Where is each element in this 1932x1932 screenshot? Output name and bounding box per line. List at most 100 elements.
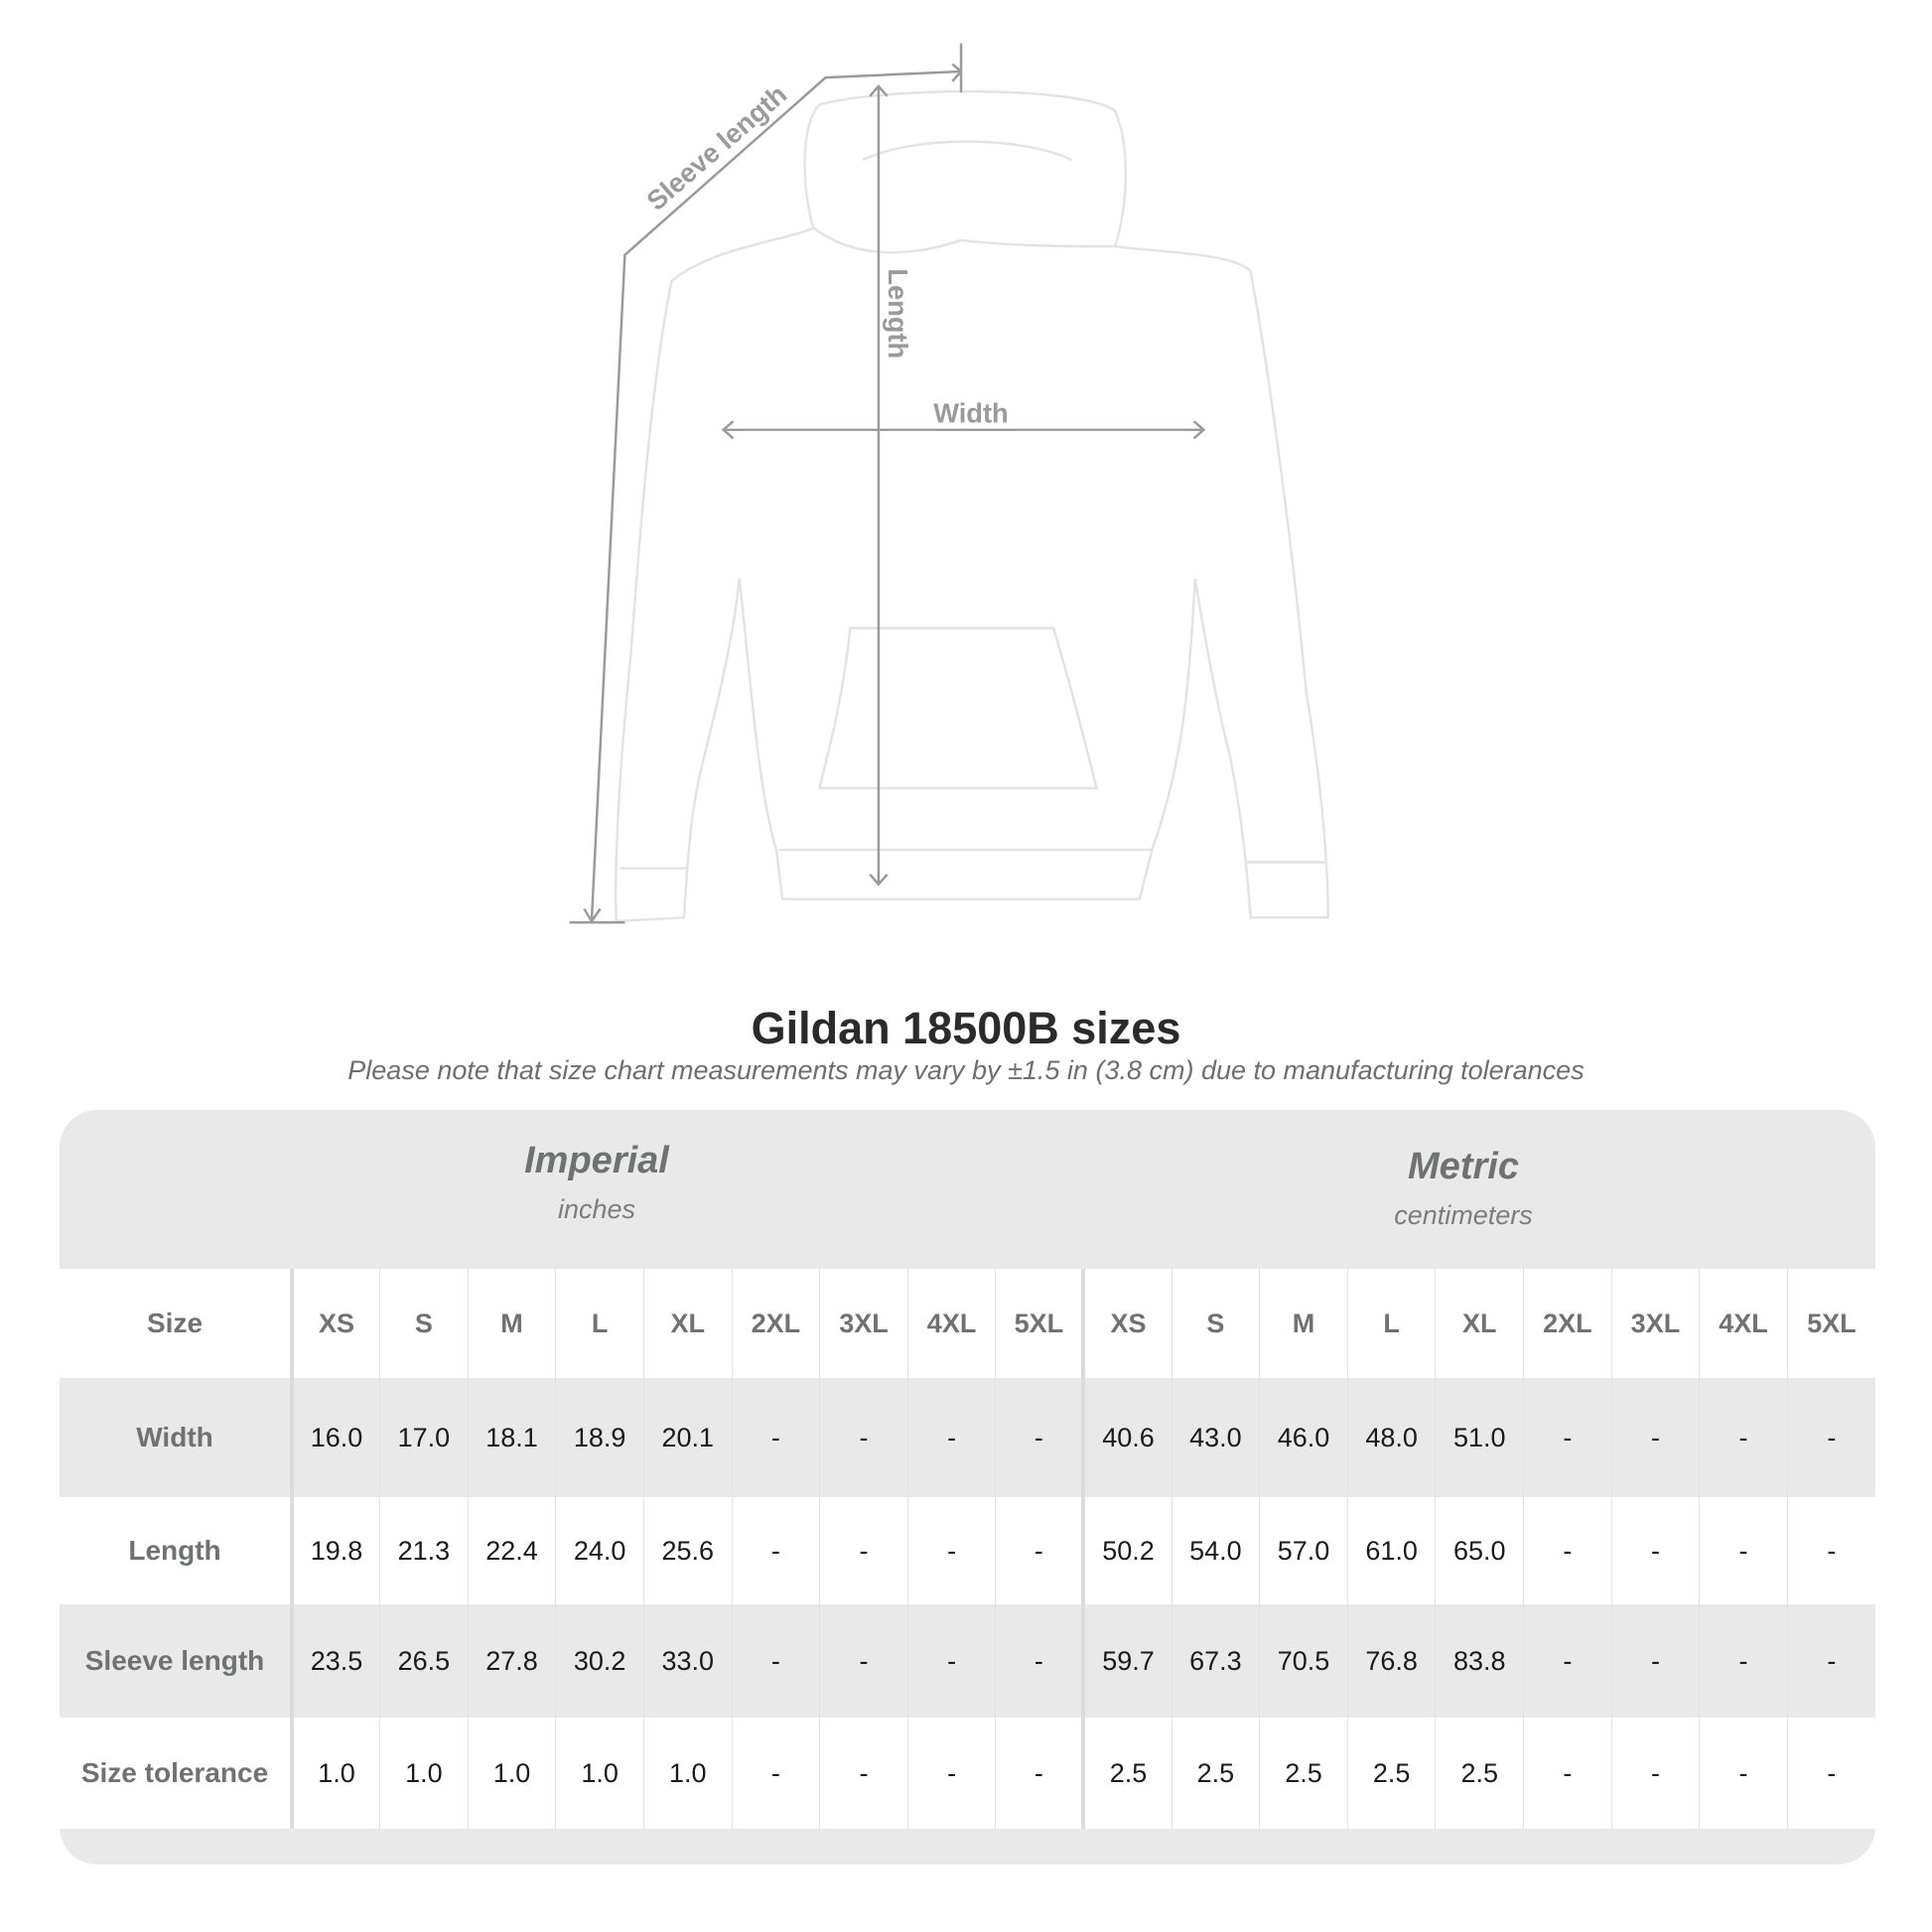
row-label: Width	[60, 1378, 294, 1497]
size-table: Size XS S M L XL 2XL 3XL 4XL 5XL XS S M L XL 2XL 3XL 4XL 5…	[60, 1269, 1875, 1829]
metric-value-cell: 2.5	[1346, 1718, 1436, 1829]
imperial-value-cell: 1.0	[642, 1718, 733, 1829]
imperial-value-cell: 17.0	[379, 1378, 469, 1497]
imperial-value-cell: 1.0	[379, 1718, 469, 1829]
imperial-title: Imperial	[524, 1140, 669, 1181]
imperial-value-cell: 16.0	[291, 1378, 380, 1497]
imperial-size-header: XL	[642, 1269, 733, 1378]
imperial-size-header: M	[467, 1269, 556, 1378]
imperial-value-cell: -	[906, 1718, 996, 1829]
size-table-card: Imperial inches Metric centimeters Size X…	[60, 1110, 1875, 1864]
width-measure: Width	[721, 397, 1206, 440]
metric-size-header: L	[1346, 1269, 1436, 1378]
metric-value-cell: -	[1699, 1378, 1788, 1497]
metric-value-cell: 59.7	[1081, 1604, 1173, 1718]
metric-value-cell: -	[1699, 1604, 1788, 1718]
metric-value-cell: -	[1786, 1378, 1875, 1497]
imperial-value-cell: -	[731, 1497, 820, 1604]
imperial-header: Imperial inches	[299, 1140, 895, 1225]
metric-size-header: XL	[1435, 1269, 1524, 1378]
metric-title: Metric	[1408, 1146, 1519, 1187]
imperial-value-cell: 27.8	[467, 1604, 556, 1718]
tolerance-note: Please note that size chart measurements…	[347, 1055, 1585, 1085]
imperial-value-cell: -	[731, 1604, 820, 1718]
metric-value-cell: 2.5	[1081, 1718, 1173, 1829]
metric-value-cell: 2.5	[1435, 1718, 1524, 1829]
imperial-value-cell: -	[819, 1497, 908, 1604]
metric-value-cell: -	[1610, 1378, 1700, 1497]
size-column-header: Size	[60, 1269, 294, 1378]
imperial-value-cell: 22.4	[467, 1497, 556, 1604]
page-title: Gildan 18500B sizes	[751, 1003, 1181, 1053]
imperial-value-cell: 20.1	[642, 1378, 733, 1497]
row-label: Sleeve length	[60, 1604, 294, 1718]
metric-value-cell: 83.8	[1435, 1604, 1524, 1718]
imperial-value-cell: 30.2	[555, 1604, 644, 1718]
imperial-value-cell: -	[906, 1378, 996, 1497]
imperial-size-header: 4XL	[906, 1269, 996, 1378]
imperial-value-cell: -	[819, 1718, 908, 1829]
metric-size-header: 5XL	[1786, 1269, 1875, 1378]
metric-value-cell: 2.5	[1171, 1718, 1260, 1829]
imperial-value-cell: -	[995, 1497, 1084, 1604]
imperial-value-cell: -	[995, 1604, 1084, 1718]
metric-unit: centimeters	[1394, 1200, 1533, 1230]
size-header-row: Size XS S M L XL 2XL 3XL 4XL 5XL XS S M L XL 2XL 3XL 4XL 5…	[60, 1269, 1875, 1378]
metric-value-cell: 76.8	[1346, 1604, 1436, 1718]
metric-value-cell: 50.2	[1081, 1497, 1173, 1604]
metric-size-header: M	[1259, 1269, 1348, 1378]
imperial-value-cell: 18.1	[467, 1378, 556, 1497]
metric-value-cell: 48.0	[1346, 1378, 1436, 1497]
metric-size-header: 4XL	[1699, 1269, 1788, 1378]
imperial-value-cell: -	[819, 1378, 908, 1497]
imperial-value-cell: 23.5	[291, 1604, 380, 1718]
imperial-value-cell: 1.0	[555, 1718, 644, 1829]
metric-size-header: S	[1171, 1269, 1260, 1378]
imperial-value-cell: -	[731, 1718, 820, 1829]
metric-value-cell: 61.0	[1346, 1497, 1436, 1604]
metric-value-cell: -	[1610, 1604, 1700, 1718]
metric-size-header: 2XL	[1523, 1269, 1612, 1378]
hoodie-shape	[615, 89, 1329, 923]
metric-value-cell: -	[1786, 1718, 1875, 1829]
metric-value-cell: 51.0	[1435, 1378, 1524, 1497]
length-measure: Length	[869, 83, 913, 887]
table-row: Width 16.0 17.0 18.1 18.9 20.1- - - -40.6 43.0 46.…	[60, 1378, 1875, 1497]
metric-value-cell: 40.6	[1081, 1378, 1173, 1497]
imperial-size-header: 5XL	[995, 1269, 1084, 1378]
metric-value-cell: 65.0	[1435, 1497, 1524, 1604]
metric-value-cell: -	[1610, 1497, 1700, 1604]
imperial-size-header: 3XL	[819, 1269, 908, 1378]
metric-value-cell: -	[1786, 1497, 1875, 1604]
length-label: Length	[883, 268, 913, 358]
width-label: Width	[933, 397, 1009, 428]
metric-value-cell: -	[1610, 1718, 1700, 1829]
metric-value-cell: -	[1523, 1378, 1612, 1497]
row-label: Size tolerance	[60, 1718, 294, 1829]
metric-value-cell: -	[1786, 1604, 1875, 1718]
table-row: Size tolerance 1.0 1.0 1.0 1.0 1.0- - - -2.5 2.5 2…	[60, 1718, 1875, 1829]
table-row: Length 19.8 21.3 22.4 24.0 25.6- - - -50.2 54.0 57…	[60, 1497, 1875, 1604]
imperial-value-cell: 24.0	[555, 1497, 644, 1604]
imperial-size-header: 2XL	[731, 1269, 820, 1378]
metric-value-cell: -	[1523, 1497, 1612, 1604]
row-label: Length	[60, 1497, 294, 1604]
metric-value-cell: 57.0	[1259, 1497, 1348, 1604]
metric-value-cell: 46.0	[1259, 1378, 1348, 1497]
hoodie-illustration: Sleeve length Length Width	[569, 43, 1329, 924]
imperial-value-cell: -	[906, 1497, 996, 1604]
imperial-unit: inches	[557, 1194, 636, 1224]
imperial-value-cell: 18.9	[555, 1378, 644, 1497]
imperial-value-cell: -	[819, 1604, 908, 1718]
imperial-size-header: XS	[291, 1269, 380, 1378]
metric-value-cell: -	[1699, 1718, 1788, 1829]
imperial-value-cell: 21.3	[379, 1497, 469, 1604]
metric-value-cell: 54.0	[1171, 1497, 1260, 1604]
imperial-value-cell: 33.0	[642, 1604, 733, 1718]
metric-header: Metric centimeters	[1166, 1146, 1761, 1231]
imperial-value-cell: -	[731, 1378, 820, 1497]
imperial-value-cell: 19.8	[291, 1497, 380, 1604]
imperial-size-header: S	[379, 1269, 469, 1378]
metric-value-cell: 2.5	[1259, 1718, 1348, 1829]
metric-size-header: XS	[1081, 1269, 1173, 1378]
